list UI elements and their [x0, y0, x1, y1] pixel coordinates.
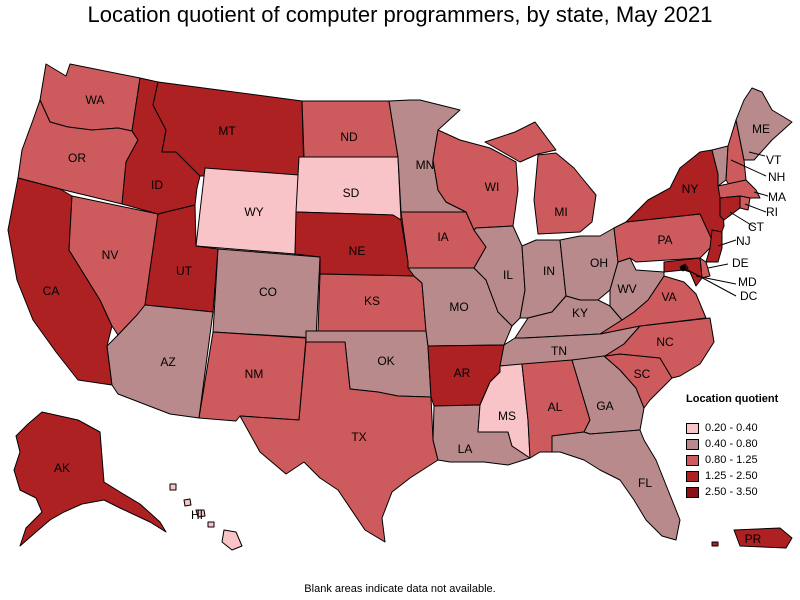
label-RI: RI: [766, 205, 778, 219]
state-PR[interactable]: [733, 527, 793, 549]
label-NH: NH: [768, 170, 785, 184]
legend-label: 0.20 - 0.40: [705, 422, 758, 434]
label-WV: WV: [617, 282, 636, 296]
label-NM: NM: [245, 367, 264, 381]
label-NJ: NJ: [736, 234, 751, 248]
label-AR: AR: [454, 366, 471, 380]
label-NV: NV: [102, 248, 119, 262]
label-FL: FL: [638, 476, 652, 490]
label-WA: WA: [86, 93, 105, 107]
state-NC[interactable]: [604, 317, 715, 379]
state-AZ[interactable]: [106, 304, 214, 419]
label-MS: MS: [498, 409, 516, 423]
label-NY: NY: [682, 182, 699, 196]
legend-item: 0.40 - 0.80: [686, 436, 796, 452]
legend-label: 0.80 - 1.25: [705, 454, 758, 466]
state-labels: WA OR CA NV ID MT WY UT AZ CO NM ND SD N…: [43, 93, 786, 546]
label-IL: IL: [503, 268, 513, 282]
legend: Location quotient 0.20 - 0.40 0.40 - 0.8…: [686, 393, 796, 500]
legend-swatch-5: [686, 486, 699, 498]
legend-swatch-1: [686, 422, 699, 434]
label-OR: OR: [68, 151, 86, 165]
label-WY: WY: [244, 205, 263, 219]
label-ID: ID: [151, 178, 163, 192]
label-VT: VT: [766, 153, 782, 167]
legend-item: 2.50 - 3.50: [686, 484, 796, 500]
label-PR: PR: [745, 532, 762, 546]
state-CT[interactable]: [719, 195, 741, 221]
label-GA: GA: [596, 399, 613, 413]
label-IA: IA: [437, 230, 448, 244]
label-MA: MA: [768, 190, 786, 204]
capital-marker: [680, 265, 686, 271]
label-WI: WI: [485, 180, 500, 194]
label-leader-lines: [683, 151, 769, 297]
legend-item: 0.80 - 1.25: [686, 452, 796, 468]
label-VA: VA: [661, 290, 676, 304]
state-MA[interactable]: [717, 179, 761, 199]
label-DC: DC: [740, 289, 758, 303]
legend-item: 1.25 - 2.50: [686, 468, 796, 484]
label-LA: LA: [458, 442, 473, 456]
label-OH: OH: [590, 256, 608, 270]
state-MI[interactable]: [484, 121, 597, 235]
legend-swatch-2: [686, 438, 699, 450]
label-PA: PA: [657, 233, 672, 247]
label-DE: DE: [732, 256, 749, 270]
label-MN: MN: [416, 158, 435, 172]
state-AK[interactable]: [13, 411, 167, 547]
legend-label: 2.50 - 3.50: [705, 486, 758, 498]
label-CT: CT: [748, 220, 765, 234]
label-KY: KY: [572, 306, 588, 320]
label-MT: MT: [218, 124, 236, 138]
state-IL[interactable]: [473, 225, 526, 327]
label-CA: CA: [43, 284, 60, 298]
label-NC: NC: [656, 335, 674, 349]
footnote: Blank areas indicate data not available.: [304, 583, 496, 595]
state-FL[interactable]: [551, 429, 681, 541]
legend-label: 1.25 - 2.50: [705, 470, 758, 482]
state-RI[interactable]: [739, 195, 751, 211]
label-ND: ND: [340, 130, 358, 144]
label-HI: HI: [191, 508, 203, 522]
map-title: Location quotient of computer programmer…: [87, 2, 713, 27]
state-TX[interactable]: [239, 341, 439, 543]
legend-item: 0.20 - 0.40: [686, 420, 796, 436]
label-TN: TN: [551, 344, 567, 358]
label-MO: MO: [449, 300, 468, 314]
legend-swatch-4: [686, 470, 699, 482]
legend-title: Location quotient: [686, 393, 779, 405]
legend-label: 0.40 - 0.80: [705, 438, 758, 450]
label-AZ: AZ: [160, 355, 175, 369]
label-SC: SC: [634, 367, 651, 381]
label-MD: MD: [738, 275, 757, 289]
state-OH[interactable]: [559, 227, 619, 301]
label-ME: ME: [752, 122, 770, 136]
state-MD[interactable]: [663, 257, 703, 287]
label-CO: CO: [259, 285, 277, 299]
label-MI: MI: [554, 205, 567, 219]
state-VT[interactable]: [711, 145, 729, 187]
state-HI[interactable]: [169, 483, 243, 551]
legend-swatch-3: [686, 454, 699, 466]
label-IN: IN: [543, 264, 555, 278]
state-ND[interactable]: [301, 100, 399, 158]
label-OK: OK: [377, 354, 394, 368]
label-NE: NE: [349, 244, 366, 258]
state-PR-islet[interactable]: [711, 541, 719, 547]
label-UT: UT: [176, 264, 193, 278]
label-KS: KS: [364, 294, 380, 308]
state-NJ[interactable]: [705, 229, 723, 263]
state-ME[interactable]: [735, 87, 793, 161]
label-AL: AL: [548, 400, 563, 414]
label-SD: SD: [343, 186, 360, 200]
label-TX: TX: [351, 430, 366, 444]
label-AK: AK: [54, 461, 70, 475]
